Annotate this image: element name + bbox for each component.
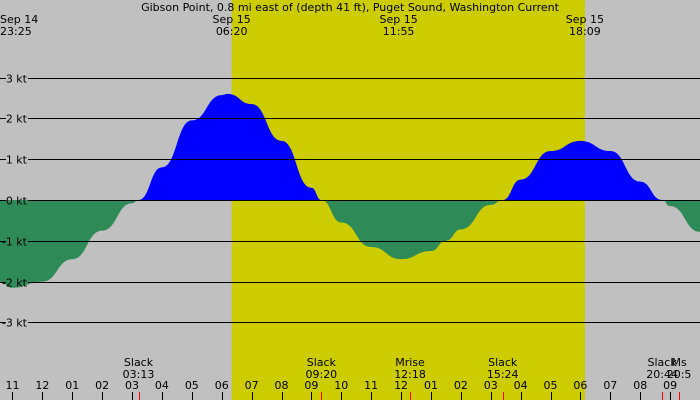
x-tick-label: 07 [245,379,259,392]
x-tick-label: 03 [484,379,498,392]
x-tick-label: 12 [35,379,49,392]
x-tick-label: 06 [573,379,587,392]
header-time: 06:20 [216,25,248,38]
x-tick-label: 08 [275,379,289,392]
y-tick-label: -3 kt [2,317,28,330]
x-tick-label: 05 [544,379,558,392]
event-name: Slack [648,356,678,369]
y-tick-label: -1 kt [2,236,28,249]
event-name: Ms [671,356,686,369]
header-time: 23:25 [0,25,32,38]
event-time: 12:18 [394,368,426,381]
x-tick-label: 06 [215,379,229,392]
y-tick-label: 1 kt [6,154,28,167]
event-name: Slack [307,356,337,369]
event-labels: Slack03:13Slack09:20Mrise12:18Slack15:24… [123,356,692,400]
x-tick-label: 08 [633,379,647,392]
x-tick-label: 01 [424,379,438,392]
y-tick-label: 3 kt [6,73,28,86]
x-tick-label: 02 [454,379,468,392]
event-time: 03:13 [123,368,155,381]
x-tick-label: 11 [5,379,19,392]
header-date: Sep 15 [379,13,417,26]
chart-title: Gibson Point, 0.8 mi east of (depth 41 f… [141,1,560,14]
x-tick-label: 09 [304,379,318,392]
x-tick-label: 03 [125,379,139,392]
x-tick-label: 07 [603,379,617,392]
x-tick-label: 04 [155,379,169,392]
y-tick-label: -2 kt [2,277,28,290]
event-time: 20:44 [646,368,678,381]
event-name: Mrise [395,356,425,369]
x-tick-label: 11 [364,379,378,392]
event-time: 15:24 [487,368,519,381]
event-name: Slack [124,356,154,369]
ebb-area-4 [662,200,700,232]
x-tick-label: 12 [394,379,408,392]
header-date: Sep 15 [213,13,251,26]
event-name: Slack [488,356,518,369]
x-tick-label: 04 [514,379,528,392]
y-axis-labels: 3 kt 2 kt 1 kt 0 kt -1 kt -2 kt -3 kt [2,73,28,330]
x-tick-label: 01 [65,379,79,392]
x-tick-label: 10 [334,379,348,392]
y-tick-label: 0 kt [6,195,28,208]
x-tick-label: 05 [185,379,199,392]
event-time: 09:20 [305,368,337,381]
x-tick-label: 02 [95,379,109,392]
flood-area-3 [502,140,663,200]
y-tick-label: 2 kt [6,113,28,126]
ebb-area-0 [0,200,139,288]
event-time: 20:5 [667,368,692,381]
x-tick-label: 09 [663,379,677,392]
ebb-area-2 [321,200,503,260]
header-date: Sep 14 [0,13,38,26]
header-date: Sep 15 [566,13,604,26]
horizontal-gridlines [0,78,700,323]
header-time: 11:55 [383,25,415,38]
x-axis-ticks: 11 12 01 02 03 04 05 06 07 08 09 10 11 12 01 02 03 04 05 06… [5,379,677,400]
flood-area-1 [138,93,322,200]
header-time: 18:09 [569,25,601,38]
current-areas [0,93,700,288]
